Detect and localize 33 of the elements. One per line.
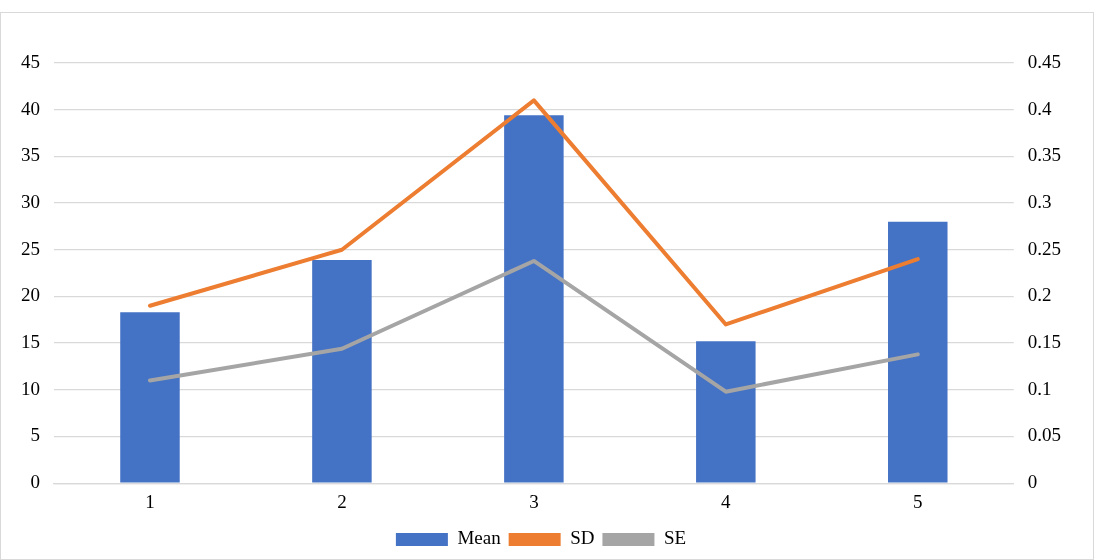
y2-tick-label: 0.3 (1027, 191, 1052, 213)
y-tick-label: 5 (30, 424, 40, 446)
y-tick-label: 45 (21, 50, 40, 72)
x-tick-label: 3 (529, 490, 539, 512)
y2-tick-label: 0.15 (1027, 331, 1061, 353)
x-tick-label: 2 (337, 490, 347, 512)
legend-label: SD (570, 527, 595, 549)
y2-tick-label: 0.05 (1027, 424, 1061, 446)
bar (504, 115, 564, 483)
y-tick-label: 25 (21, 237, 40, 259)
bar (312, 260, 372, 483)
legend-label: Mean (457, 527, 502, 549)
bar (888, 221, 948, 483)
bar (696, 341, 756, 483)
legend-label: SE (663, 527, 687, 549)
y-tick-label: 30 (21, 191, 40, 213)
y2-tick-label: 0.1 (1027, 377, 1052, 399)
y2-tick-label: 0.4 (1027, 97, 1052, 119)
x-tick-label: 5 (913, 490, 923, 512)
y-tick-label: 20 (21, 284, 40, 306)
x-tick-label: 1 (145, 490, 155, 512)
y2-tick-label: 0 (1027, 471, 1038, 493)
y2-tick-label: 0.35 (1027, 144, 1061, 166)
y-tick-label: 0 (30, 471, 40, 493)
y-tick-label: 40 (21, 97, 40, 119)
y2-tick-label: 0.2 (1027, 284, 1052, 306)
y-tick-label: 35 (21, 144, 40, 166)
bar (120, 312, 180, 483)
y-tick-label: 10 (21, 377, 40, 399)
y2-tick-label: 0.45 (1027, 50, 1061, 72)
x-tick-label: 4 (721, 490, 732, 512)
y-tick-label: 15 (21, 331, 40, 353)
y2-tick-label: 0.25 (1027, 237, 1061, 259)
